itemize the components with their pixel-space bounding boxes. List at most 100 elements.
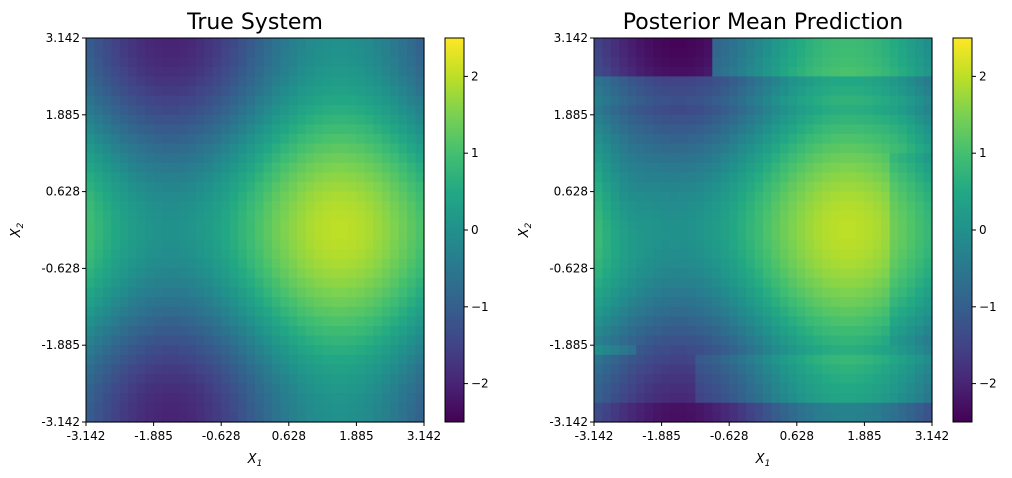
heatmap-cell xyxy=(712,374,722,385)
heatmap-cell xyxy=(720,258,730,269)
heatmap-cell xyxy=(594,326,604,337)
heatmap-cell xyxy=(737,326,747,337)
heatmap-cell xyxy=(373,335,383,346)
heatmap-cell xyxy=(263,153,273,164)
heatmap-cell xyxy=(594,86,604,97)
y-axis-label: X2 xyxy=(517,222,534,238)
heatmap-cell xyxy=(170,201,180,212)
heatmap-cell xyxy=(627,153,637,164)
heatmap-cell xyxy=(86,47,96,58)
heatmap-cell xyxy=(822,182,832,193)
heatmap-cell xyxy=(788,268,798,279)
heatmap-cell xyxy=(246,95,256,106)
heatmap-cell xyxy=(102,383,112,394)
heatmap-cell xyxy=(855,172,865,183)
heatmap-cell xyxy=(145,38,155,49)
heatmap-cell xyxy=(111,258,121,269)
heatmap-cell xyxy=(187,278,197,289)
heatmap-cell xyxy=(178,143,188,154)
heatmap-cell xyxy=(813,278,823,289)
heatmap-cell xyxy=(178,114,188,125)
heatmap-cell xyxy=(653,239,663,250)
heatmap-cell xyxy=(610,95,620,106)
heatmap-cell xyxy=(339,239,349,250)
heatmap-cell xyxy=(754,239,764,250)
heatmap-cell xyxy=(322,402,332,413)
heatmap-cell xyxy=(280,95,290,106)
heatmap-cell xyxy=(102,306,112,317)
heatmap-cell xyxy=(678,86,688,97)
heatmap-cell xyxy=(145,297,155,308)
heatmap-cell xyxy=(644,383,654,394)
heatmap-cell xyxy=(305,182,315,193)
heatmap-cell xyxy=(86,249,96,260)
heatmap-cell xyxy=(229,47,239,58)
heatmap-cell xyxy=(847,47,857,58)
heatmap-cell xyxy=(187,316,197,327)
heatmap-cell xyxy=(796,412,806,423)
heatmap-cell xyxy=(872,393,882,404)
heatmap-cell xyxy=(847,249,857,260)
heatmap-cell xyxy=(119,316,129,327)
heatmap-cell xyxy=(898,162,908,173)
heatmap-cell xyxy=(212,412,222,423)
heatmap-cell xyxy=(771,239,781,250)
heatmap-cell xyxy=(788,47,798,58)
heatmap-cell xyxy=(136,354,146,365)
heatmap-cell xyxy=(331,306,341,317)
heatmap-cell xyxy=(763,86,773,97)
y-tick-label: -0.628 xyxy=(549,261,588,275)
heatmap-cell xyxy=(119,230,129,241)
heatmap-cell xyxy=(170,162,180,173)
heatmap-cell xyxy=(221,162,231,173)
heatmap-cell xyxy=(407,383,417,394)
heatmap-cell xyxy=(729,47,739,58)
heatmap-cell xyxy=(619,278,629,289)
heatmap-cell xyxy=(255,191,265,202)
heatmap-cell xyxy=(788,76,798,87)
heatmap-cell xyxy=(754,66,764,77)
heatmap-cell xyxy=(636,278,646,289)
heatmap-cell xyxy=(398,239,408,250)
heatmap-cell xyxy=(407,412,417,423)
heatmap-cell xyxy=(94,249,104,260)
heatmap-cell xyxy=(610,66,620,77)
heatmap-cell xyxy=(729,335,739,346)
heatmap-cell xyxy=(805,230,815,241)
heatmap-cell xyxy=(229,393,239,404)
heatmap-cell xyxy=(246,38,256,49)
heatmap-cell xyxy=(720,268,730,279)
heatmap-cell xyxy=(906,191,916,202)
heatmap-cell xyxy=(720,201,730,212)
heatmap-cell xyxy=(111,316,121,327)
heatmap-cell xyxy=(602,393,612,404)
heatmap-cell xyxy=(246,326,256,337)
heatmap-cell xyxy=(619,316,629,327)
heatmap-cell xyxy=(906,76,916,87)
heatmap-cell xyxy=(695,153,705,164)
heatmap-cell xyxy=(170,335,180,346)
heatmap-cell xyxy=(695,76,705,87)
heatmap-cell xyxy=(102,210,112,221)
heatmap-cell xyxy=(712,239,722,250)
heatmap-cell xyxy=(644,345,654,356)
heatmap-cell xyxy=(229,383,239,394)
heatmap-cell xyxy=(729,374,739,385)
heatmap-cell xyxy=(670,153,680,164)
heatmap-cell xyxy=(255,249,265,260)
heatmap-cell xyxy=(847,383,857,394)
heatmap-cell xyxy=(695,105,705,116)
heatmap-cell xyxy=(111,268,121,279)
heatmap-cell xyxy=(898,316,908,327)
heatmap-cell xyxy=(347,76,357,87)
heatmap-cell xyxy=(364,402,374,413)
heatmap-cell xyxy=(373,38,383,49)
heatmap-cell xyxy=(271,86,281,97)
heatmap-cell xyxy=(145,239,155,250)
heatmap-cell xyxy=(364,182,374,193)
heatmap-cell xyxy=(763,258,773,269)
heatmap-cell xyxy=(695,143,705,154)
heatmap-cell xyxy=(322,239,332,250)
heatmap-cell xyxy=(178,383,188,394)
heatmap-cell xyxy=(229,258,239,269)
